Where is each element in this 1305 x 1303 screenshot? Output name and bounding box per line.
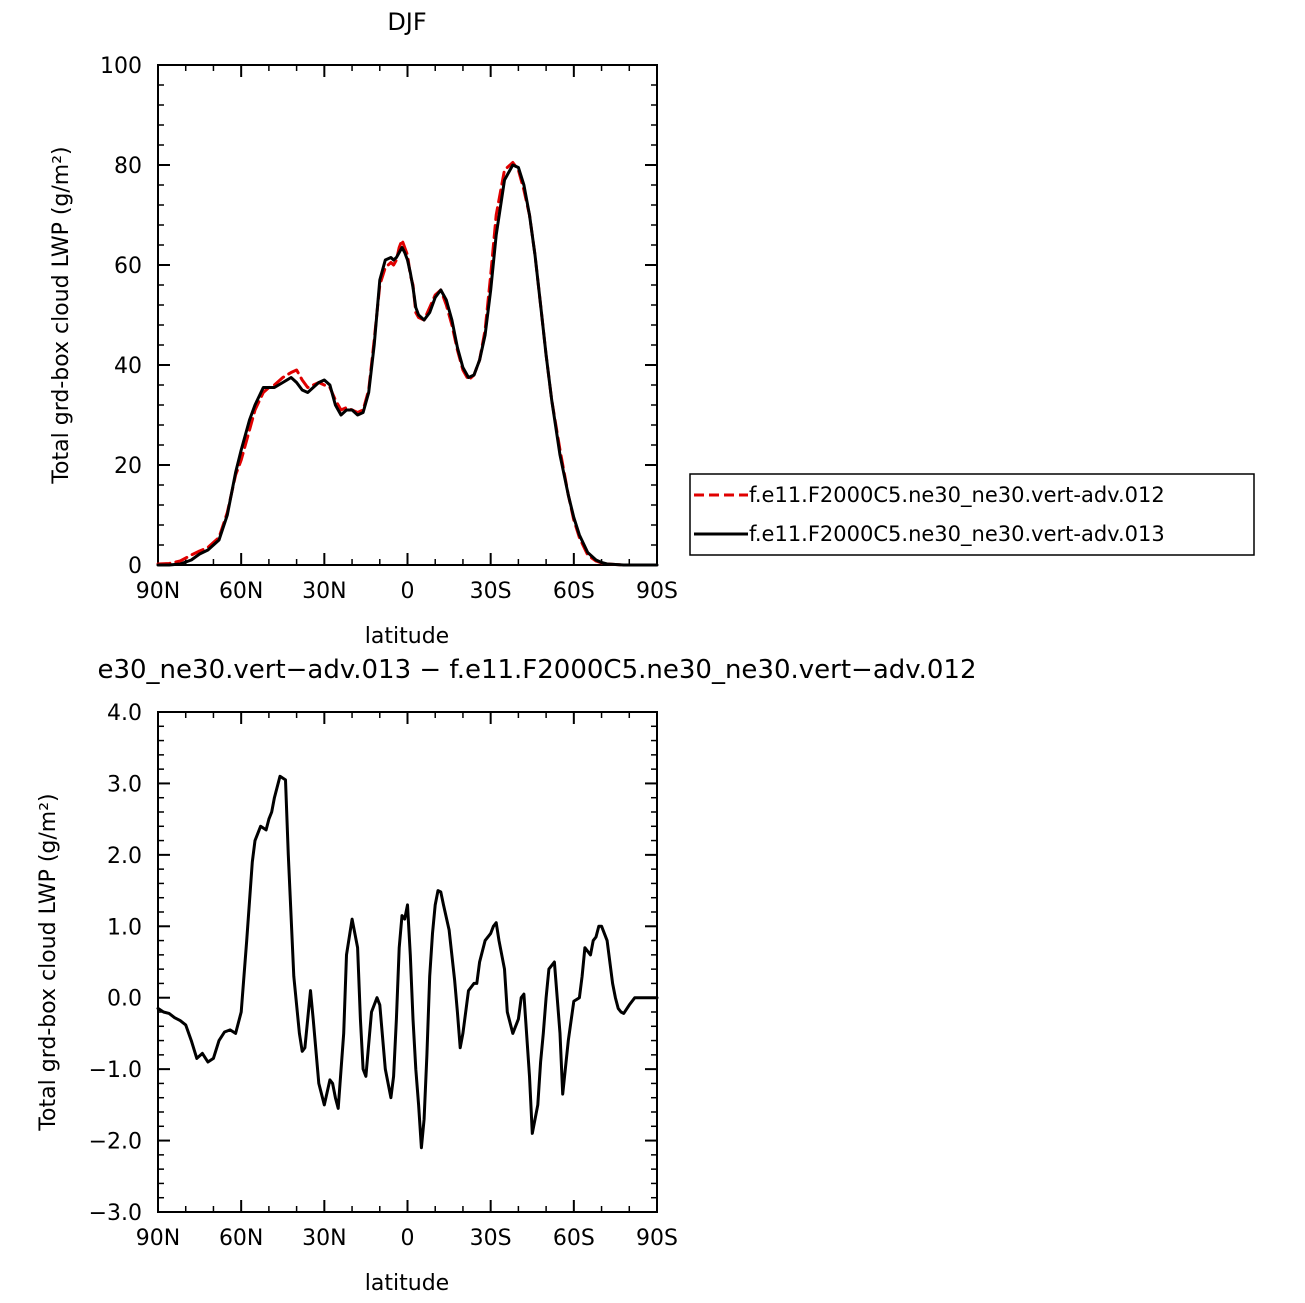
legend-label-series-012: f.e11.F2000C5.ne30_ne30.vert-adv.012 bbox=[749, 483, 1165, 508]
legend-label-series-013: f.e11.F2000C5.ne30_ne30.vert-adv.013 bbox=[749, 522, 1165, 547]
bottom-x-tick-label: 30N bbox=[302, 1226, 346, 1251]
bottom-x-tick-label: 0 bbox=[401, 1226, 415, 1251]
bottom-y-tick-label: −3.0 bbox=[89, 1201, 142, 1226]
top-y-tick-label: 20 bbox=[114, 454, 142, 479]
top-x-tick-label: 60N bbox=[219, 579, 263, 604]
top-y-tick-label: 100 bbox=[100, 54, 142, 79]
top-x-tick-label: 90S bbox=[636, 579, 678, 604]
bottom-x-tick-label: 30S bbox=[470, 1226, 512, 1251]
top-axis-ticks bbox=[157, 64, 658, 566]
top-x-tick-label: 0 bbox=[401, 579, 415, 604]
bottom-y-tick-label: 4.0 bbox=[107, 701, 142, 726]
top-series-line-1 bbox=[156, 163, 659, 567]
bottom-series-line-0 bbox=[156, 774, 659, 1150]
bottom-y-tick-label: −2.0 bbox=[89, 1130, 142, 1155]
top-chart-panel: DJF 90N 60N 30N 0 30S 60S 90S 0 20 40 60 80 100 lat… bbox=[49, 8, 1255, 649]
bottom-chart-panel: e30_ne30.vert−adv.013 − f.e11.F2000C5.ne… bbox=[36, 655, 977, 1296]
top-series-line-0 bbox=[156, 161, 659, 567]
bottom-chart-title: e30_ne30.vert−adv.013 − f.e11.F2000C5.ne… bbox=[97, 655, 976, 685]
bottom-y-tick-label: 3.0 bbox=[107, 772, 142, 797]
bottom-y-tick-label: 1.0 bbox=[107, 915, 142, 940]
bottom-x-tick-label: 90N bbox=[136, 1226, 180, 1251]
top-x-tick-label: 30N bbox=[302, 579, 346, 604]
top-x-tick-label: 30S bbox=[470, 579, 512, 604]
bottom-x-tick-label: 60S bbox=[553, 1226, 595, 1251]
bottom-y-tick-labels: −3.0 −2.0 −1.0 0.0 1.0 2.0 3.0 4.0 bbox=[89, 701, 142, 1226]
bottom-x-axis-label: latitude bbox=[365, 1271, 449, 1296]
top-y-tick-label: 80 bbox=[114, 154, 142, 179]
top-chart-title: DJF bbox=[387, 8, 426, 36]
top-y-tick-label: 40 bbox=[114, 354, 142, 379]
bottom-y-axis-label: Total grd-box cloud LWP (g/m²) bbox=[36, 793, 61, 1131]
top-y-axis-label: Total grd-box cloud LWP (g/m²) bbox=[49, 146, 74, 484]
bottom-x-tick-label: 60N bbox=[219, 1226, 263, 1251]
top-y-tick-label: 0 bbox=[128, 554, 142, 579]
top-series-lines bbox=[156, 161, 659, 567]
top-x-tick-labels: 90N 60N 30N 0 30S 60S 90S bbox=[136, 579, 678, 604]
bottom-x-tick-label: 90S bbox=[636, 1226, 678, 1251]
top-x-tick-label: 90N bbox=[136, 579, 180, 604]
bottom-y-tick-label: −1.0 bbox=[89, 1058, 142, 1083]
legend: f.e11.F2000C5.ne30_ne30.vert-adv.012 f.e… bbox=[689, 473, 1255, 556]
top-y-tick-labels: 0 20 40 60 80 100 bbox=[100, 54, 142, 579]
top-y-tick-label: 60 bbox=[114, 254, 142, 279]
top-x-tick-label: 60S bbox=[553, 579, 595, 604]
bottom-y-tick-label: 2.0 bbox=[107, 844, 142, 869]
bottom-x-tick-labels: 90N 60N 30N 0 30S 60S 90S bbox=[136, 1226, 678, 1251]
bottom-y-tick-label: 0.0 bbox=[107, 987, 142, 1012]
legend-box bbox=[689, 473, 1255, 556]
bottom-series-lines bbox=[156, 774, 659, 1150]
bottom-axis-ticks bbox=[157, 711, 658, 1213]
top-x-axis-label: latitude bbox=[365, 624, 449, 649]
